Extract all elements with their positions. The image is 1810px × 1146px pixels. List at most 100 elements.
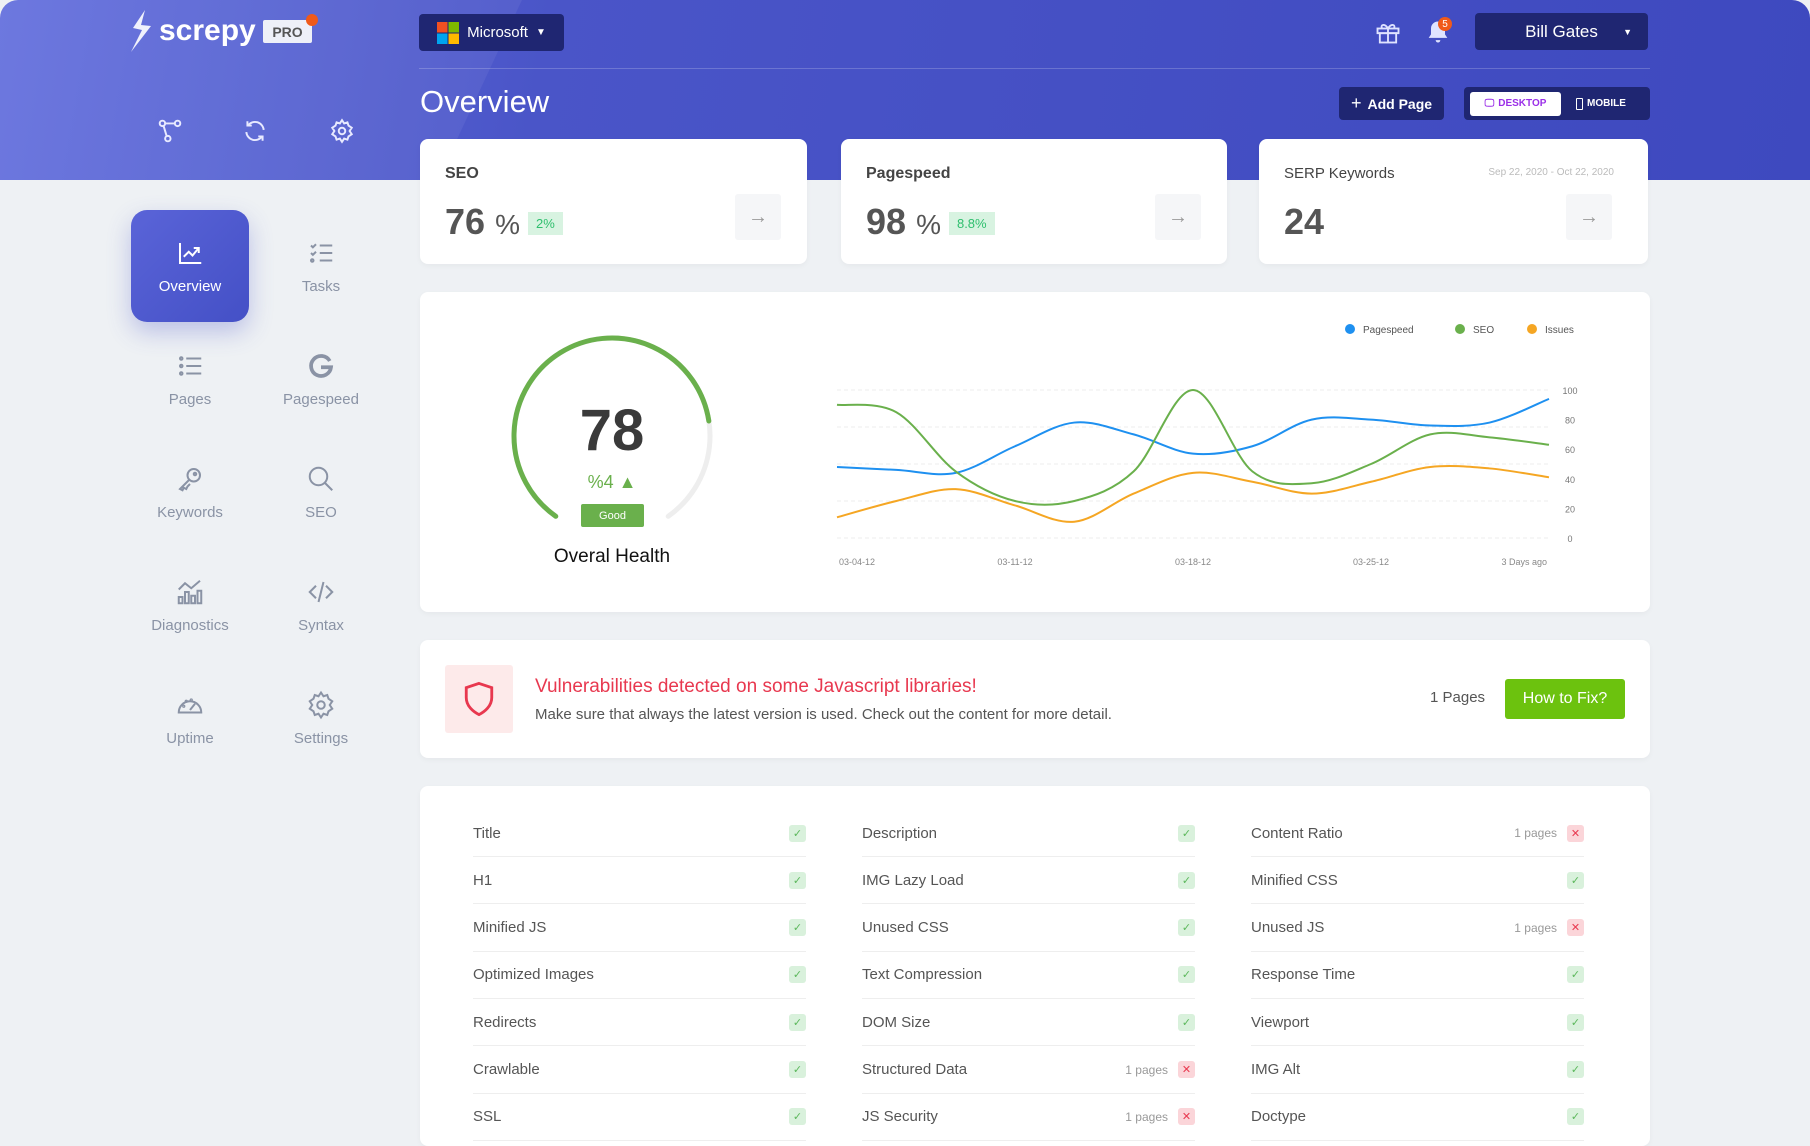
check-label: Viewport xyxy=(1251,1013,1310,1031)
check-icon: ✓ xyxy=(789,966,806,984)
page-title: Overview xyxy=(420,84,550,119)
date-range: Sep 22, 2020 - Oct 22, 2020 xyxy=(1488,167,1614,178)
sidebar-item-syntax[interactable]: Syntax xyxy=(262,549,380,661)
check-item[interactable]: Doctype ✓ xyxy=(1251,1094,1584,1141)
check-item[interactable]: Redirects ✓ xyxy=(473,999,806,1047)
check-label: SSL xyxy=(473,1108,502,1126)
check-label: Optimized Images xyxy=(473,966,594,984)
arrow-right-button[interactable]: → xyxy=(1155,194,1201,240)
legend-label: Pagespeed xyxy=(1363,325,1414,336)
check-icon: ✓ xyxy=(1178,824,1195,842)
sidebar-item-overview[interactable]: Overview xyxy=(131,210,249,322)
change-badge: 8.8% xyxy=(948,212,995,235)
checks-card xyxy=(420,786,1650,1146)
serp-value: 24 xyxy=(1284,201,1325,242)
check-item[interactable]: Text Compression ✓ xyxy=(862,952,1195,999)
gift-icon[interactable] xyxy=(1374,18,1402,46)
check-icon: ✓ xyxy=(789,824,806,842)
sidebar-item-tasks[interactable]: Tasks xyxy=(262,210,380,322)
check-label: DOM Size xyxy=(862,1013,931,1031)
sidebar-item-pagespeed[interactable]: Pagespeed xyxy=(262,323,380,435)
check-item[interactable]: JS Security 1 pages ✕ xyxy=(862,1094,1195,1141)
gear-icon xyxy=(308,690,334,719)
desktop-view-button[interactable]: 🖵 DESKTOP xyxy=(1470,91,1561,116)
phone-icon xyxy=(1576,97,1584,110)
legend-label: SEO xyxy=(1473,325,1494,336)
check-label: Doctype xyxy=(1251,1108,1307,1126)
arrow-right-button[interactable]: → xyxy=(735,194,781,240)
check-item[interactable]: Minified CSS ✓ xyxy=(1251,857,1584,905)
x-tick-label: 03-04-12 xyxy=(839,557,875,567)
check-item[interactable]: Viewport ✓ xyxy=(1251,999,1584,1047)
series-line-pagespeed xyxy=(836,397,1550,476)
check-item[interactable]: DOM Size ✓ xyxy=(862,999,1195,1047)
check-label: Crawlable xyxy=(473,1061,540,1078)
check-label: IMG Alt xyxy=(1251,1061,1301,1078)
gear-icon[interactable] xyxy=(329,118,355,144)
series-line-issues xyxy=(836,464,1550,523)
pagespeed-stat-card: Pagespeed 98 % 8.8% → xyxy=(841,139,1227,264)
y-tick-label: 20 xyxy=(1565,504,1575,514)
shield-icon xyxy=(464,681,494,717)
affected-pages: 1 pages xyxy=(1125,1109,1168,1124)
check-item[interactable]: Description ✓ xyxy=(862,810,1195,857)
x-tick-label: 03-18-12 xyxy=(1175,557,1211,567)
user-menu[interactable]: Bill Gates ▼ xyxy=(1475,13,1648,50)
view-toggle: 🖵 DESKTOP MOBILE xyxy=(1464,87,1650,120)
add-page-button[interactable]: + Add Page xyxy=(1339,87,1444,120)
sidebar-item-diagnostics[interactable]: Diagnostics xyxy=(131,549,249,661)
check-item[interactable]: Optimized Images ✓ xyxy=(473,952,806,999)
x-tick-label: 3 Days ago xyxy=(1501,557,1547,567)
health-label: Overal Health xyxy=(553,546,671,567)
shield-icon-box xyxy=(445,665,513,733)
check-item[interactable]: Unused CSS ✓ xyxy=(862,905,1195,952)
check-item[interactable]: Crawlable ✓ xyxy=(473,1047,806,1094)
sidebar-item-settings[interactable]: Settings xyxy=(262,662,380,774)
line-chart: 0 20 40 60 80 100 03-04-12 03-11-12 03-18-12 03-2… xyxy=(836,324,1578,567)
sidebar-item-keywords[interactable]: Keywords xyxy=(131,436,249,548)
check-icon: ✓ xyxy=(1567,966,1584,984)
check-item[interactable]: Structured Data 1 pages ✕ xyxy=(862,1047,1195,1094)
health-chart-card xyxy=(420,292,1650,612)
list-icon xyxy=(179,355,202,376)
mobile-view-button[interactable]: MOBILE xyxy=(1561,97,1641,110)
check-item[interactable]: H1 ✓ xyxy=(473,857,806,905)
sidebar-item-label: Keywords xyxy=(157,503,223,521)
check-item[interactable]: Content Ratio 1 pages ✕ xyxy=(1251,810,1584,857)
arrow-right-button[interactable]: → xyxy=(1566,194,1612,240)
logo[interactable]: screpy xyxy=(129,10,256,52)
key-icon xyxy=(178,467,201,492)
check-icon: ✓ xyxy=(789,1013,806,1031)
sidebar-item-seo[interactable]: SEO xyxy=(262,436,380,548)
sitemap-icon[interactable] xyxy=(157,118,183,144)
diagnostics-icon xyxy=(177,579,203,604)
sidebar-item-pages[interactable]: Pages xyxy=(131,323,249,435)
bolt-icon xyxy=(131,10,151,52)
how-to-fix-button[interactable]: How to Fix? xyxy=(1505,679,1625,719)
vulnerability-alert: Vulnerabilities detected on some Javascr… xyxy=(420,640,1650,758)
sidebar-item-label: SEO xyxy=(305,503,337,521)
project-selector[interactable]: Microsoft ▼ xyxy=(419,14,564,51)
affected-pages: 1 pages xyxy=(1514,826,1557,840)
check-icon: ✓ xyxy=(1178,919,1195,937)
sidebar-item-label: Tasks xyxy=(301,277,341,295)
check-icon: ✓ xyxy=(1567,871,1584,889)
check-item[interactable]: Unused JS 1 pages ✕ xyxy=(1251,905,1584,952)
x-tick-label: 03-25-12 xyxy=(1353,557,1389,567)
check-label: Redirects xyxy=(473,1013,537,1031)
sidebar-item-label: Overview xyxy=(158,277,222,295)
check-item[interactable]: IMG Alt ✓ xyxy=(1251,1047,1584,1094)
check-label: Text Compression xyxy=(862,966,983,984)
check-icon: ✓ xyxy=(1178,871,1195,889)
sidebar-item-label: Pagespeed xyxy=(283,390,359,408)
check-item[interactable]: SSL ✓ xyxy=(473,1094,806,1141)
cross-icon: ✕ xyxy=(1567,824,1584,842)
refresh-icon[interactable] xyxy=(242,118,268,144)
notification-count: 5 xyxy=(1438,17,1452,31)
sidebar-item-uptime[interactable]: Uptime xyxy=(131,662,249,774)
check-item[interactable]: Title ✓ xyxy=(473,810,806,857)
pagespeed-value: 98 xyxy=(866,201,907,242)
check-item[interactable]: Minified JS ✓ xyxy=(473,905,806,952)
check-item[interactable]: Response Time ✓ xyxy=(1251,952,1584,999)
check-item[interactable]: IMG Lazy Load ✓ xyxy=(862,857,1195,905)
